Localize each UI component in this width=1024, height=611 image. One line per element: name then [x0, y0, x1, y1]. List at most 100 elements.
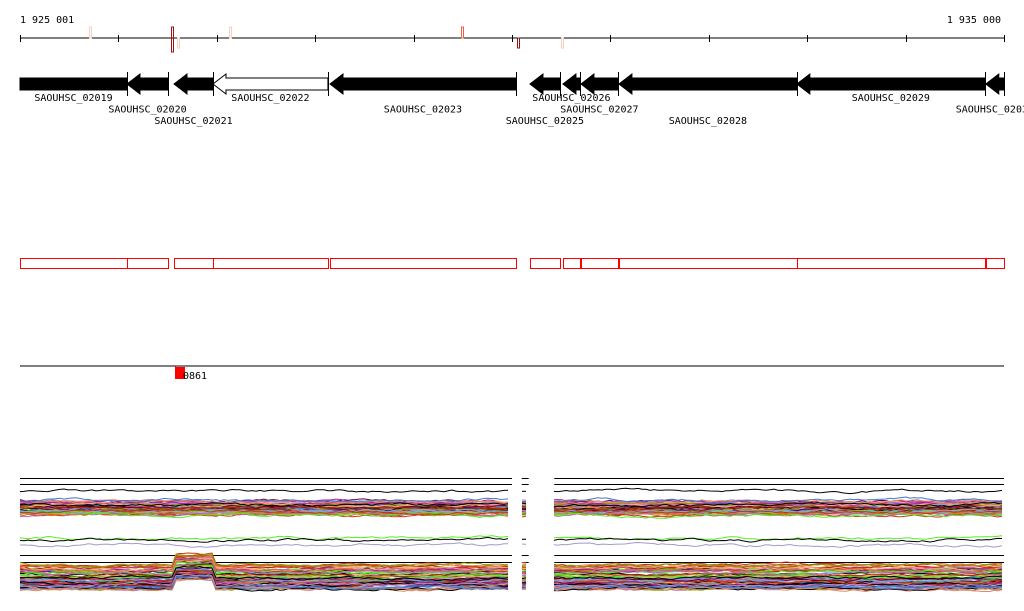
expression-trace: [521, 502, 527, 505]
gene-saouhsc_02028[interactable]: SAOUHSC_02028: [618, 72, 798, 127]
expression-trace: [553, 584, 1003, 591]
ruler-mark[interactable]: [177, 37, 180, 49]
ruler-mark[interactable]: [229, 26, 232, 39]
expression-trace: [19, 542, 509, 548]
expression-trace: [19, 504, 509, 511]
expression-trace: [521, 514, 527, 516]
feature-box[interactable]: [581, 258, 619, 269]
gene-label: SAOUHSC_02026: [532, 93, 610, 104]
gene-arrow[interactable]: [126, 72, 169, 96]
feature-box[interactable]: [174, 258, 214, 269]
gene-label: SAOUHSC_02027: [560, 105, 638, 116]
feature-box[interactable]: [213, 258, 329, 269]
expression-trace: [19, 557, 509, 572]
expression-trace: [553, 582, 1002, 587]
gene-saouhsc_02025[interactable]: SAOUHSC_02025: [506, 72, 584, 127]
feature-box[interactable]: [619, 258, 798, 269]
ruler-mark[interactable]: [461, 26, 464, 39]
gene-arrow[interactable]: [173, 72, 214, 96]
feature-box[interactable]: [20, 258, 128, 269]
marker-box[interactable]: [175, 367, 185, 379]
expression-trace: [19, 508, 509, 516]
expression-trace: [521, 583, 527, 586]
expression-trace: [553, 496, 1003, 505]
expression-trace: [553, 504, 1003, 511]
ruler-mark[interactable]: [517, 37, 520, 49]
expression-trace: [19, 573, 509, 588]
gene-arrow[interactable]: [529, 72, 561, 96]
expression-trace: [521, 580, 527, 583]
expression-trace: [521, 577, 527, 580]
expression-trace: [521, 500, 527, 503]
expression-trace: [553, 501, 1003, 508]
gene-label: SAOUHSC_02022: [231, 93, 309, 104]
gene-saouhsc_02030[interactable]: SAOUHSC_02030: [956, 72, 1024, 116]
gene-label: SAOUHSC_02023: [384, 105, 462, 116]
expression-trace: [20, 565, 509, 579]
gene-arrow[interactable]: [618, 72, 798, 96]
expression-trace: [19, 502, 509, 509]
gene-arrow[interactable]: [984, 72, 1005, 96]
expression-trace: [553, 585, 1003, 592]
gene-arrow[interactable]: [19, 77, 128, 91]
expression-trace: [553, 580, 1003, 587]
gene-arrow[interactable]: [796, 72, 986, 96]
expression-trace: [521, 577, 527, 580]
expression-trace: [19, 508, 509, 514]
gene-arrow[interactable]: [212, 72, 329, 96]
feature-box[interactable]: [330, 258, 517, 269]
ruler-mark[interactable]: [171, 26, 174, 53]
expression-trace: [19, 567, 509, 583]
gene-saouhsc_02029[interactable]: SAOUHSC_02029: [796, 72, 986, 104]
gene-arrow[interactable]: [580, 72, 619, 96]
ruler-end-label: 1 935 000: [947, 15, 1001, 26]
expression-trace: [553, 509, 1003, 515]
expression-trace: [521, 568, 527, 571]
expression-trace: [19, 554, 509, 569]
expression-trace: [19, 575, 509, 590]
expression-trace: [553, 567, 1003, 574]
expression-trace: [553, 582, 1003, 588]
gene-saouhsc_02022[interactable]: SAOUHSC_02022: [212, 72, 329, 104]
feature-track: [20, 258, 1005, 269]
expression-trace: [19, 488, 509, 493]
feature-box[interactable]: [127, 258, 169, 269]
feature-box[interactable]: [530, 258, 561, 269]
expression-trace: [521, 574, 527, 577]
gene-arrow[interactable]: [562, 72, 581, 96]
gene-saouhsc_02020[interactable]: SAOUHSC_02020: [108, 72, 187, 116]
expression-trace: [19, 505, 509, 512]
gene-label: SAOUHSC_02029: [852, 93, 930, 104]
expression-trace: [553, 575, 1003, 580]
gene-label: SAOUHSC_02028: [669, 116, 747, 127]
expression-trace: [553, 487, 1003, 495]
feature-box[interactable]: [563, 258, 581, 269]
gene-label: SAOUHSC_02025: [506, 116, 584, 127]
expression-trace: [521, 515, 527, 518]
expression-trace: [553, 541, 1003, 548]
feature-box[interactable]: [986, 258, 1005, 269]
gene-arrow[interactable]: [329, 72, 517, 96]
expression-trace: [553, 562, 1003, 568]
expression-trace: [19, 561, 509, 576]
expression-track: [19, 478, 1004, 593]
expression-trace: [521, 586, 527, 589]
expression-trace: [521, 507, 527, 510]
gene-label: SAOUHSC_02020: [108, 105, 186, 116]
expression-trace: [521, 575, 527, 578]
expression-trace: [19, 511, 509, 517]
ruler-mark[interactable]: [561, 37, 564, 49]
gene-saouhsc_02019[interactable]: SAOUHSC_02019: [19, 72, 128, 104]
expression-trace: [553, 565, 1003, 572]
expression-trace: [19, 536, 509, 543]
ruler-start-label: 1 925 001: [20, 15, 74, 26]
expression-trace: [521, 570, 527, 572]
expression-trace: [553, 569, 1003, 576]
gene-saouhsc_02023[interactable]: SAOUHSC_02023: [329, 72, 517, 116]
feature-box[interactable]: [797, 258, 986, 269]
expression-trace: [553, 508, 1003, 515]
expression-trace: [521, 582, 527, 585]
ruler-mark[interactable]: [89, 26, 92, 39]
